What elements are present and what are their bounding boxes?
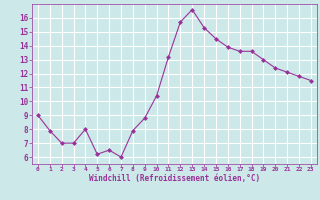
X-axis label: Windchill (Refroidissement éolien,°C): Windchill (Refroidissement éolien,°C)	[89, 174, 260, 183]
